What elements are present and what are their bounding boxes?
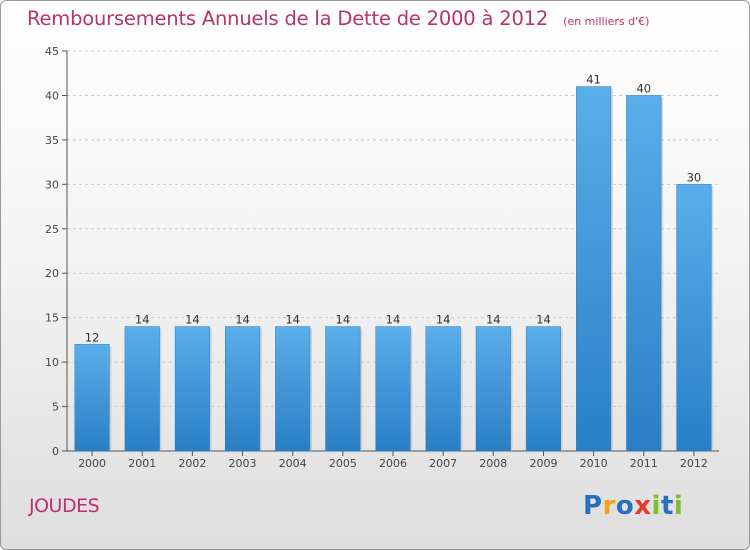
bar-value-label: 14: [436, 313, 451, 327]
bar-value-label: 30: [687, 170, 702, 184]
bar-value-label: 14: [536, 313, 551, 327]
title-row: Remboursements Annuels de la Dette de 20…: [27, 7, 649, 30]
logo-letter: t: [660, 491, 674, 521]
bar: [174, 326, 210, 452]
chart-unit: (en milliers d'€): [563, 15, 650, 28]
logo-letter: i: [651, 491, 661, 521]
bar-value-label: 14: [185, 313, 200, 327]
bar: [525, 326, 562, 452]
proxiti-logo: Proxiti: [583, 491, 683, 521]
bar: [626, 95, 662, 452]
bar-value-label: 14: [386, 313, 401, 327]
bar-value-label: 40: [636, 81, 651, 95]
y-tick-label: 35: [45, 134, 59, 147]
logo-letter: x: [634, 491, 652, 521]
x-tick-label: 2000: [78, 457, 106, 470]
bar-value-label: 14: [235, 313, 250, 327]
bar-value-label: 12: [85, 330, 100, 344]
bar: [224, 326, 261, 452]
x-tick-label: 2006: [379, 457, 407, 470]
bar-value-label: 14: [336, 313, 351, 327]
x-tick-label: 2012: [680, 457, 708, 470]
bar: [676, 184, 712, 452]
bar-value-label: 41: [586, 73, 601, 87]
bar: [275, 326, 311, 452]
y-tick-label: 20: [45, 267, 59, 280]
y-tick-label: 15: [45, 312, 59, 325]
y-tick-label: 40: [45, 89, 59, 102]
x-tick-label: 2003: [229, 457, 257, 470]
y-tick-label: 10: [45, 356, 59, 369]
logo-letter: r: [602, 491, 616, 521]
bars: [74, 86, 714, 452]
logo-letter: P: [583, 491, 603, 521]
bar: [475, 326, 511, 452]
bar: [425, 326, 461, 452]
x-tick-label: 2008: [479, 457, 507, 470]
y-tick-label: 0: [52, 445, 59, 458]
bar: [576, 86, 612, 452]
bar: [124, 326, 160, 452]
bar-value-label: 14: [486, 313, 501, 327]
x-tick-label: 2007: [429, 457, 457, 470]
y-tick-label: 45: [45, 45, 59, 58]
x-tick-label: 2009: [529, 457, 557, 470]
bar: [74, 344, 110, 452]
bar-value-label: 14: [135, 313, 150, 327]
y-tick-label: 5: [52, 401, 59, 414]
y-tick-label: 25: [45, 223, 59, 236]
chart-title: Remboursements Annuels de la Dette de 20…: [27, 7, 549, 30]
x-tick-label: 2005: [329, 457, 357, 470]
logo-letter: i: [673, 491, 684, 521]
bar: [325, 326, 361, 452]
commune-name: JOUDES: [29, 495, 100, 517]
x-tick-label: 2004: [279, 457, 307, 470]
y-tick-label: 30: [45, 178, 59, 191]
x-tick-label: 2011: [630, 457, 658, 470]
logo-letter: o: [615, 491, 635, 521]
x-tick-label: 2010: [580, 457, 608, 470]
x-tick-label: 2002: [178, 457, 206, 470]
bar-value-label: 14: [285, 313, 300, 327]
x-tick-label: 2001: [128, 457, 156, 470]
bar: [375, 326, 411, 452]
labels: 0 5 10 15 20 25 30 35 40 45 2000 12 2001 14 2002 14 2003…: [45, 45, 708, 470]
